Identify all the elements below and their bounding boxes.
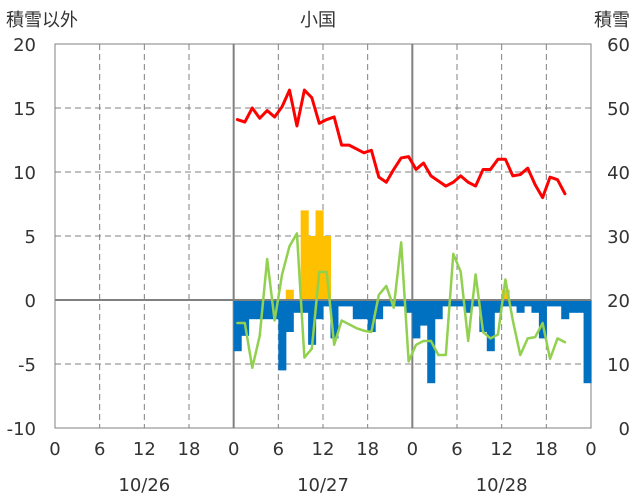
line-series — [235, 88, 567, 370]
bar — [546, 300, 555, 307]
bar — [382, 300, 391, 307]
bar — [434, 300, 443, 320]
bar — [568, 300, 577, 313]
bar — [278, 300, 287, 371]
bar — [315, 210, 324, 300]
bar — [248, 300, 257, 320]
x-tick-label: 18 — [178, 439, 201, 460]
bar — [308, 300, 317, 345]
y-right-tick-label: 0 — [619, 419, 630, 440]
bar — [404, 300, 413, 313]
y-right-tick-label: 40 — [607, 163, 630, 184]
bar — [561, 300, 570, 320]
bar — [516, 300, 525, 313]
x-tick-label: 6 — [94, 439, 105, 460]
y-right-axis-label: 積雪 — [594, 10, 630, 31]
x-tick-label: 6 — [273, 439, 284, 460]
bar — [419, 300, 428, 326]
bar — [509, 300, 518, 307]
x-tick-label: 18 — [356, 439, 379, 460]
bar — [300, 300, 309, 313]
bar — [531, 300, 540, 313]
bar — [524, 300, 533, 307]
date-label: 10/26 — [118, 475, 170, 496]
x-tick-label: 6 — [451, 439, 462, 460]
bar — [367, 300, 376, 332]
x-tick-label: 12 — [312, 439, 335, 460]
bar — [337, 300, 346, 307]
date-label: 10/28 — [476, 475, 528, 496]
y-left-axis-label: 積雪以外 — [6, 10, 78, 31]
chart-title: 小国 — [300, 10, 336, 31]
bar — [538, 300, 547, 339]
y-right-tick-label: 30 — [607, 227, 630, 248]
y-left-tick-label: 0 — [25, 291, 36, 312]
bar — [479, 300, 488, 332]
bar — [360, 300, 369, 320]
bar — [412, 300, 421, 339]
x-tick-label: 0 — [49, 439, 60, 460]
bar — [323, 300, 332, 307]
bar — [375, 300, 384, 320]
x-tick-label: 0 — [585, 439, 596, 460]
bar — [464, 300, 473, 313]
y-right-tick-label: 50 — [607, 99, 630, 120]
series-line — [236, 232, 567, 370]
bar — [553, 300, 562, 307]
date-label: 10/27 — [297, 475, 349, 496]
x-tick-label: 12 — [133, 439, 156, 460]
bar — [270, 300, 279, 320]
bar — [345, 300, 354, 307]
bar — [457, 300, 466, 307]
bar — [471, 300, 480, 307]
x-tick-label: 12 — [490, 439, 513, 460]
bar — [449, 300, 458, 307]
bar — [285, 289, 294, 300]
bar — [352, 300, 361, 320]
bar — [233, 300, 242, 352]
bar — [486, 300, 495, 352]
y-left-tick-label: 10 — [13, 163, 36, 184]
y-left-tick-label: -5 — [18, 355, 36, 376]
bar — [263, 300, 272, 320]
bar — [442, 300, 451, 307]
y-left-tick-label: 15 — [13, 99, 36, 120]
bar — [501, 289, 510, 300]
bar — [308, 236, 317, 300]
bar — [323, 236, 332, 300]
y-left-tick-label: -10 — [7, 419, 36, 440]
y-right-tick-label: 10 — [607, 355, 630, 376]
x-tick-label: 0 — [228, 439, 239, 460]
bar — [285, 300, 294, 332]
bar — [494, 300, 503, 313]
bar — [330, 300, 339, 339]
bar — [293, 300, 302, 313]
bar — [256, 300, 265, 320]
bar — [501, 300, 510, 307]
bar — [397, 300, 406, 307]
x-tick-label: 0 — [407, 439, 418, 460]
bar — [576, 300, 585, 313]
y-right-tick-label: 20 — [607, 291, 630, 312]
y-right-tick-label: 60 — [607, 35, 630, 56]
bar — [241, 300, 250, 336]
bar — [315, 300, 324, 320]
y-left-tick-label: 20 — [13, 35, 36, 56]
bar — [300, 210, 309, 300]
series-line — [235, 88, 567, 200]
bar — [583, 300, 592, 384]
grid-lines — [55, 44, 591, 428]
y-left-tick-label: 5 — [25, 227, 36, 248]
x-tick-label: 18 — [535, 439, 558, 460]
